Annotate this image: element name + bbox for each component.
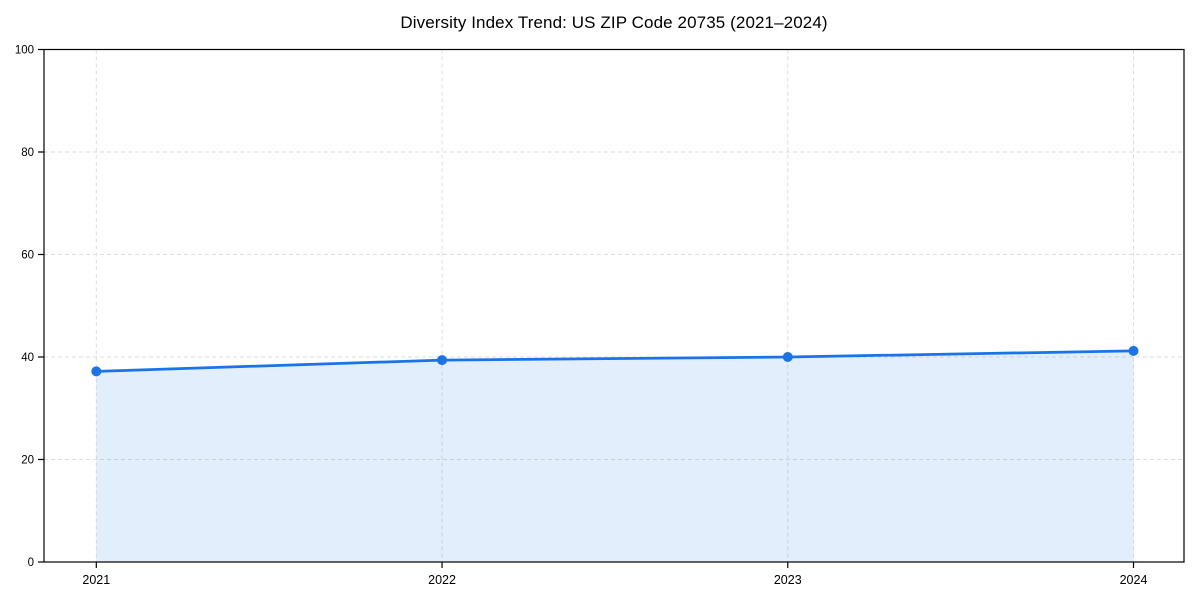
y-tick-label: 40 xyxy=(21,352,34,364)
x-tick-label: 2022 xyxy=(428,573,456,587)
y-tick-label: 20 xyxy=(21,455,34,467)
x-tick-label: 2024 xyxy=(1120,573,1148,587)
y-tick-label: 0 xyxy=(28,557,34,569)
trend-line xyxy=(94,349,1135,373)
x-tick-label: 2021 xyxy=(82,573,110,587)
data-point-marker xyxy=(1128,345,1139,356)
plot-border xyxy=(43,48,1185,563)
data-point-marker xyxy=(782,352,793,362)
chart-title: Diversity Index Trend: US ZIP Code 20735… xyxy=(400,13,828,32)
y-tick-label: 60 xyxy=(21,250,34,262)
y-tick-label: 80 xyxy=(21,147,34,159)
x-tick-label: 2023 xyxy=(774,573,802,587)
area-fill xyxy=(96,350,1134,562)
y-tick-label: 100 xyxy=(15,45,34,57)
data-point-marker xyxy=(91,366,102,377)
data-point-marker xyxy=(437,355,448,366)
